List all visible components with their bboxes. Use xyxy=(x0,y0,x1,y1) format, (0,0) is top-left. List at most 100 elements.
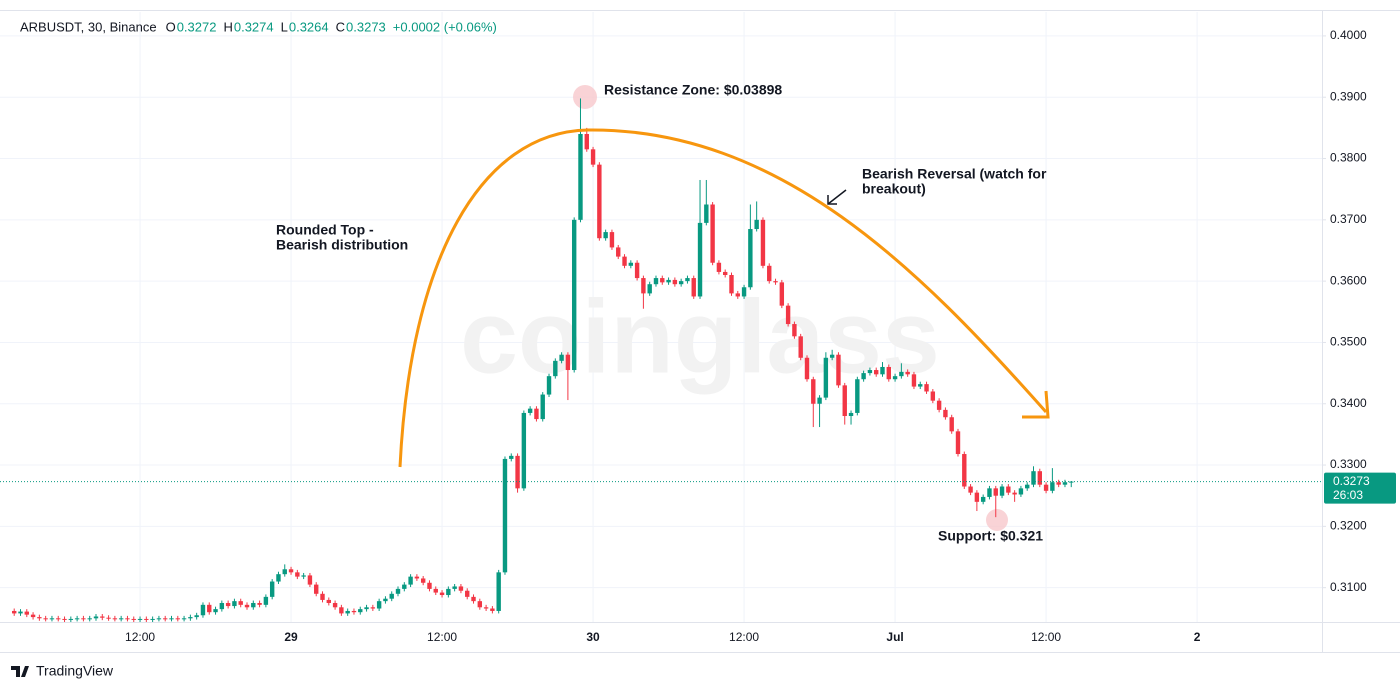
candle-body xyxy=(1037,471,1042,485)
candle-body xyxy=(465,590,470,597)
candle-body xyxy=(49,618,55,620)
candle-body xyxy=(68,618,74,620)
ohlc-label: L xyxy=(281,19,288,34)
candle-body xyxy=(892,376,898,380)
candle-body xyxy=(616,247,621,257)
candle-body xyxy=(93,616,99,619)
x-tick-label: 30 xyxy=(586,630,600,644)
candle-body xyxy=(999,486,1005,496)
y-tick-label: 0.3300 xyxy=(1330,457,1367,471)
candle-body xyxy=(213,609,218,613)
candle-body xyxy=(641,278,646,294)
x-tick-label: 12:00 xyxy=(125,630,155,644)
y-tick-label: 0.3200 xyxy=(1330,519,1367,533)
candle-body xyxy=(798,336,803,358)
candle-body xyxy=(1018,488,1024,495)
candle-body xyxy=(660,278,665,283)
candle-body xyxy=(395,588,401,594)
candle-body xyxy=(295,572,300,577)
x-tick-label: 12:00 xyxy=(427,630,457,644)
candle-body xyxy=(905,371,910,375)
candle-body xyxy=(924,384,929,392)
candle-body xyxy=(458,586,464,591)
candle-body xyxy=(590,149,596,165)
candle-body xyxy=(269,581,275,597)
symbol-title: ARBUSDT, 30, Binance xyxy=(20,19,157,34)
y-tick-label: 0.3100 xyxy=(1330,580,1367,594)
candle-body xyxy=(968,486,973,493)
candle-body xyxy=(251,602,256,608)
candle-body xyxy=(748,229,753,288)
candle-body xyxy=(874,370,879,375)
candle-body xyxy=(301,575,306,577)
rounded-top-label: Bearish distribution xyxy=(276,237,408,253)
candle-body xyxy=(962,454,967,487)
ohlc-label: O xyxy=(166,19,176,34)
candle-body xyxy=(18,611,23,614)
candle-body xyxy=(358,609,363,613)
candle-body xyxy=(691,278,696,297)
candle-body xyxy=(37,617,42,619)
candle-body xyxy=(672,279,678,285)
candle-body xyxy=(433,588,438,593)
candle-body xyxy=(74,618,80,620)
candle-body xyxy=(886,366,891,380)
candle-body xyxy=(257,602,262,605)
candle-body xyxy=(993,488,998,496)
candle-body xyxy=(722,271,728,276)
candle-body xyxy=(452,586,457,589)
candle-body xyxy=(811,379,816,404)
candle-body xyxy=(477,601,483,608)
candle-body xyxy=(364,607,369,610)
rounded-top-label: Rounded Top - xyxy=(276,222,374,238)
candle-body xyxy=(225,602,231,607)
candle-body xyxy=(848,412,854,417)
candle-body xyxy=(389,593,394,599)
candle-body xyxy=(804,357,810,380)
candle-body xyxy=(200,604,206,616)
candle-body xyxy=(24,611,29,615)
candle-body xyxy=(899,371,904,377)
candle-body xyxy=(521,412,527,489)
candle-body xyxy=(502,458,508,573)
candle-body xyxy=(370,607,376,609)
candle-body xyxy=(194,615,199,618)
candle-body xyxy=(987,488,992,497)
ohlc-value: 0.3272 xyxy=(177,19,217,34)
candle-body xyxy=(829,354,835,358)
candle-body xyxy=(376,601,382,609)
candle-body xyxy=(880,366,885,375)
curve-arrowhead xyxy=(1022,390,1050,419)
candle-body xyxy=(320,593,325,600)
candle-body xyxy=(402,584,407,589)
candle-body xyxy=(936,400,942,410)
y-tick-label: 0.3900 xyxy=(1330,89,1367,103)
candle-body xyxy=(817,397,822,404)
candle-body xyxy=(930,391,936,401)
candle-body xyxy=(483,607,489,609)
ohlc-label: H xyxy=(223,19,232,34)
candle-body xyxy=(490,608,495,611)
candle-body xyxy=(12,610,17,614)
candle-body xyxy=(855,379,860,413)
ohlc-value: 0.3273 xyxy=(346,19,386,34)
brand: TradingView xyxy=(11,663,114,679)
candle-body xyxy=(1006,486,1011,493)
candle-body xyxy=(666,279,671,283)
candle-body xyxy=(137,618,143,620)
candle-body xyxy=(678,281,684,285)
candle-body xyxy=(911,374,917,387)
candle-body xyxy=(81,618,86,620)
candle-body xyxy=(943,409,948,418)
candle-body xyxy=(43,618,48,620)
candle-body xyxy=(1025,484,1030,489)
brand-logo xyxy=(11,666,29,677)
candles xyxy=(12,98,1074,622)
x-tick-label: 2 xyxy=(1194,630,1201,644)
candle-body xyxy=(955,431,961,455)
brand-name: TradingView xyxy=(36,663,114,679)
candle-body xyxy=(56,618,61,620)
candle-body xyxy=(534,408,539,420)
candle-body xyxy=(219,602,225,610)
price-tag xyxy=(1324,472,1396,504)
